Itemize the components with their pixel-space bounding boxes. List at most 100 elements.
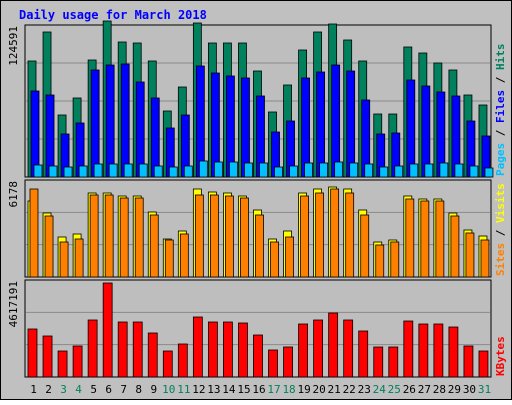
bar-kbytes [253,334,263,378]
bar-pages [364,163,374,178]
bar-sites [300,195,309,278]
x-tick-label: 23 [358,383,371,396]
x-tick-label: 20 [313,383,326,396]
x-tick-label: 29 [448,383,461,396]
bar-sites [104,194,114,278]
bar-sites [29,188,39,278]
bar-sites [270,241,279,278]
bar-kbytes [463,345,474,378]
bar-sites [194,194,204,278]
x-tick-label: 31 [478,383,491,396]
bar-kbytes [102,282,113,378]
x-tick-label: 5 [90,383,97,396]
bar-pages [213,161,223,178]
bar-files [331,64,341,178]
bar-files [135,81,145,178]
bar-pages [379,166,389,178]
bar-pages [454,163,464,178]
x-tick-label: 24 [373,383,387,396]
bar-sites [225,195,234,278]
x-tick-label: 3 [60,383,67,396]
x-tick-label: 11 [177,383,190,396]
bar-files [406,79,416,178]
bar-sites [74,238,84,278]
bar-pages [138,163,148,178]
x-tick-label: 28 [433,383,446,396]
bar-kbytes [192,316,203,378]
legend-part: Files [494,90,507,123]
x-tick-label: 21 [328,383,341,396]
x-tick-label: 15 [237,383,250,396]
bar-kbytes [162,350,173,378]
bar-kbytes [57,350,68,378]
bar-sites [59,241,69,278]
bar-sites [209,194,219,278]
y-axis-legend: KBytes [494,336,507,376]
bar-files [421,85,431,178]
pages-files-hits-panel: 124591 Pages / Files / Hits [7,20,507,178]
bar-kbytes [238,322,248,378]
bar-kbytes [448,326,459,378]
bar-files [346,70,356,178]
bar-sites [450,215,460,278]
x-tick-label: 25 [388,383,401,396]
bar-kbytes [147,332,158,378]
bar-sites [179,233,189,278]
bar-files [150,97,160,178]
bar-pages [33,164,43,178]
bar-pages [304,162,313,178]
x-tick-label: 18 [282,383,295,396]
bar-kbytes [328,312,339,378]
bar-sites [89,194,99,278]
bar-sites [119,197,129,278]
bar-files [241,77,250,178]
bar-files [105,64,115,178]
bar-sites [435,200,445,278]
x-tick-label: 4 [75,383,82,396]
bar-sites [420,200,430,278]
kbytes-panel: 4617191 KBytes [7,279,507,378]
bar-sites [315,192,325,278]
bar-files [90,69,100,178]
bar-files [120,63,130,178]
x-tick-label: 6 [105,383,112,396]
bar-files [195,65,205,178]
bar-kbytes [433,323,444,378]
bar-kbytes [132,321,143,378]
x-tick-label: 9 [150,383,157,396]
bar-sites [255,214,264,278]
x-tick-label: 14 [222,383,236,396]
bar-kbytes [403,320,414,378]
bar-sites [164,239,174,278]
bar-sites [405,198,415,278]
x-tick-label: 13 [207,383,220,396]
bar-pages [319,162,329,178]
bar-kbytes [418,323,429,378]
bar-pages [108,163,118,178]
bar-pages [198,160,208,178]
x-tick-label: 7 [120,383,127,396]
x-tick-label: 10 [162,383,175,396]
y-max-label: 6178 [7,181,20,208]
bar-pages [484,167,494,178]
x-tick-label: 26 [403,383,416,396]
legend-part: / [494,223,507,243]
bar-pages [439,162,449,178]
bar-files [210,72,220,178]
x-tick-label: 2 [45,383,52,396]
chart-panels: 124591 Pages / Files / Hits 6178 Sites / Vi… [7,20,507,378]
x-tick-label: 17 [267,383,280,396]
bar-files [30,90,40,178]
chart-title: Daily usage for March 2018 [19,8,207,22]
x-tick-label: 30 [463,383,476,396]
bar-kbytes [478,350,489,378]
bar-pages [274,166,283,178]
x-tick-label: 19 [297,383,310,396]
bar-pages [48,165,58,178]
y-axis-legend: Sites / Visits [494,183,507,276]
bar-sites [360,214,370,278]
bar-kbytes [298,323,308,378]
legend-part: / [494,70,507,90]
y-axis-legend: Pages / Files / Hits [494,44,507,177]
